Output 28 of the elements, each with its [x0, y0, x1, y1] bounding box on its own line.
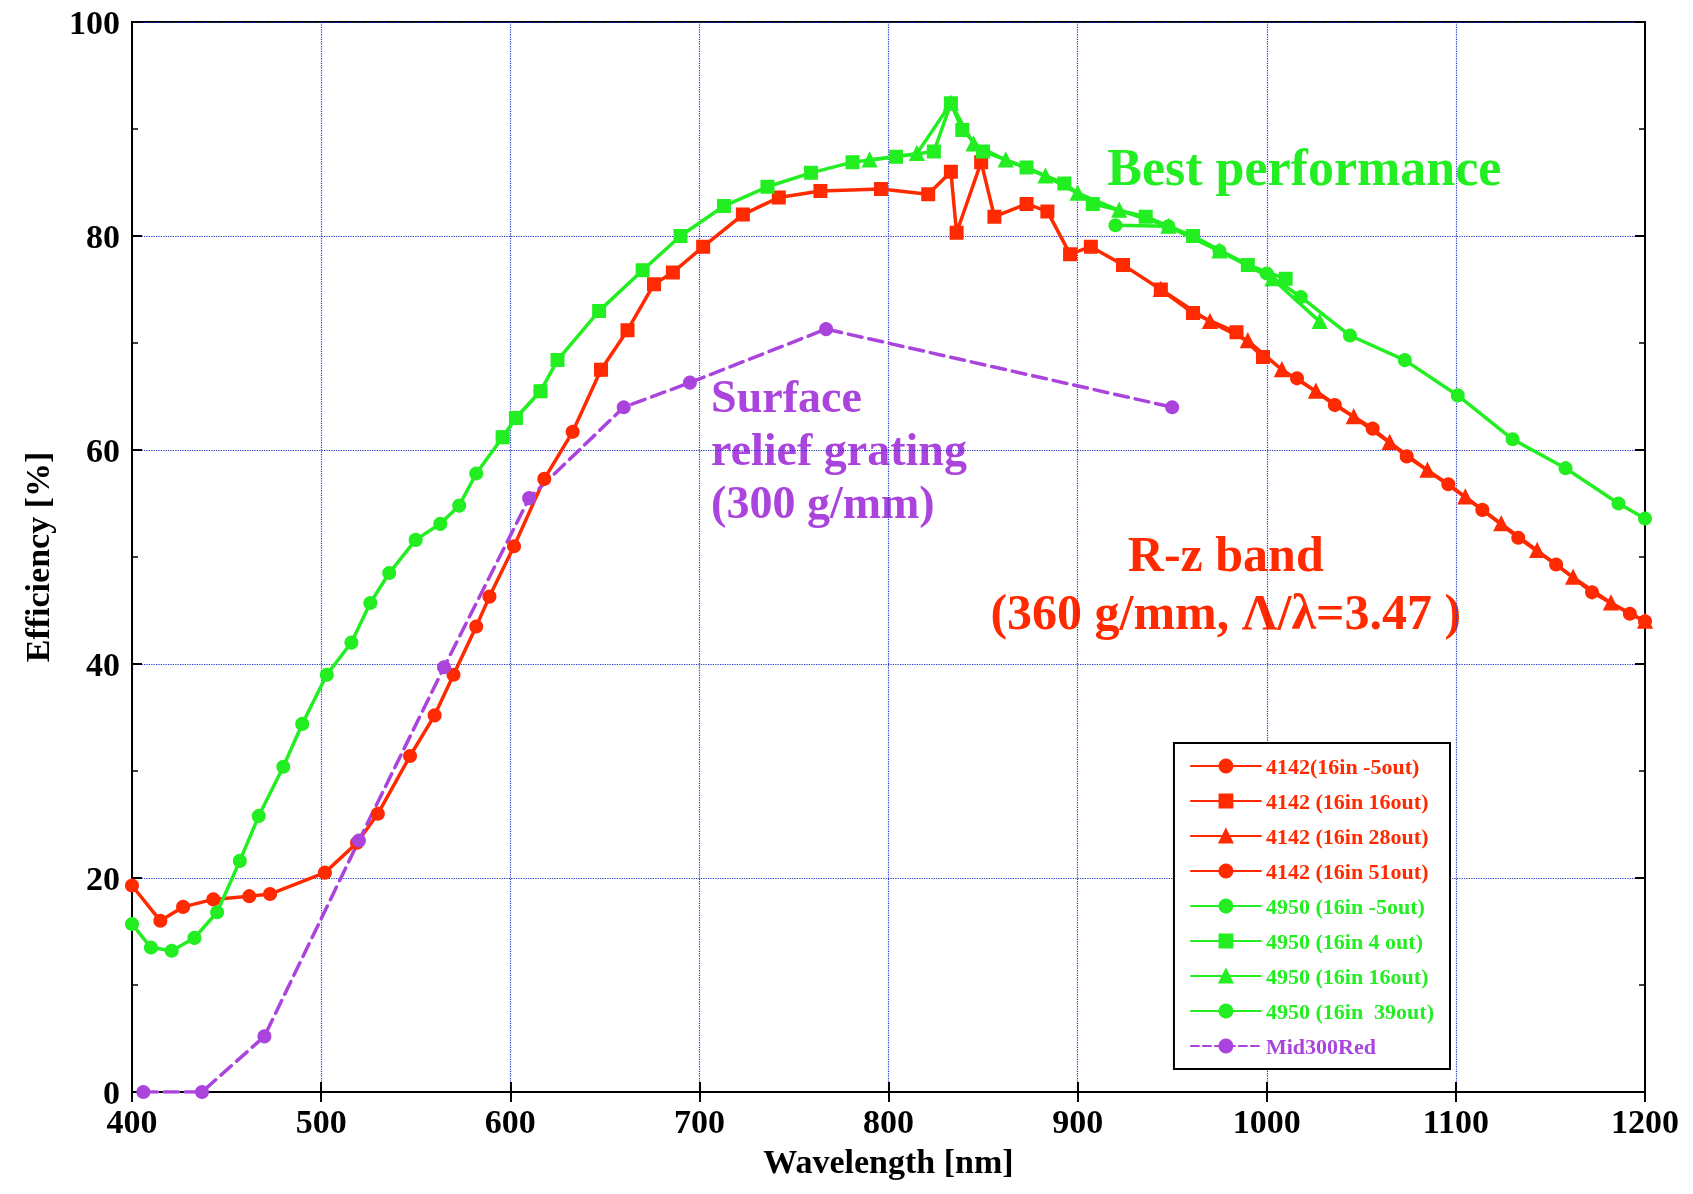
legend-label: 4950 (16in 16out) [1265, 963, 1429, 989]
legend-label: 4142 (16in 16out) [1265, 788, 1429, 814]
legend-label: 4950 (16in -5out) [1265, 893, 1425, 919]
legend-label: 4142 (16in 51out) [1265, 858, 1429, 884]
y-axis-title: Efficiency [%] [18, 451, 56, 663]
annotation: R-z band (360 g/mm, Λ/λ=3.47 ) [990, 526, 1462, 640]
legend-label: 4142 (16in 28out) [1265, 823, 1429, 849]
annotation: Best performance [1107, 138, 1502, 196]
y-tick-label: 0 [103, 1073, 120, 1111]
y-tick-label: 60 [86, 431, 120, 469]
x-tick-label: 1200 [1611, 1102, 1679, 1140]
legend-label: Mid300Red [1265, 1033, 1376, 1059]
x-tick-label: 500 [295, 1102, 347, 1140]
x-tick-label: 600 [484, 1102, 536, 1140]
x-axis-title: Wavelength [nm] [763, 1142, 1014, 1180]
x-tick-label: 800 [863, 1102, 914, 1140]
x-tick-label: 1000 [1232, 1102, 1301, 1140]
y-tick-label: 100 [69, 3, 120, 41]
y-tick-label: 80 [86, 217, 120, 255]
legend-label: 4142(16in -5out) [1265, 753, 1420, 779]
x-tick-label: 900 [1052, 1102, 1104, 1140]
legend-label: 4950 (16in 39out) [1265, 998, 1434, 1024]
x-tick-label: 700 [673, 1102, 725, 1140]
y-tick-label: 40 [86, 645, 120, 683]
y-tick-label: 20 [86, 859, 120, 897]
x-tick-label: 1100 [1422, 1102, 1489, 1140]
legend-label: 4950 (16in 4 out) [1265, 928, 1423, 954]
annotation: Surface relief grating (300 g/mm) [711, 371, 967, 528]
